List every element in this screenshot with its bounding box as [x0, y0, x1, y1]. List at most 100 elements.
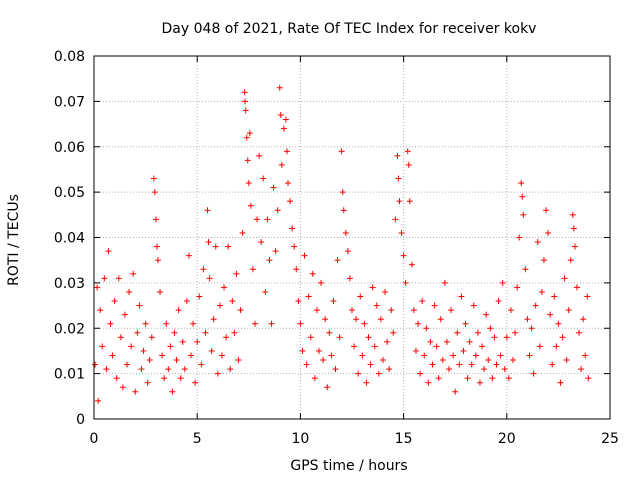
data-point: [132, 388, 139, 395]
data-point: [518, 180, 525, 187]
data-point: [332, 366, 339, 373]
y-tick-label: 0.02: [54, 321, 85, 337]
data-point: [225, 243, 232, 250]
data-point: [417, 370, 424, 377]
data-point: [421, 352, 428, 359]
data-point: [569, 211, 576, 218]
data-point: [202, 329, 209, 336]
data-point: [388, 307, 395, 314]
data-point: [530, 370, 537, 377]
y-tick-label: 0.08: [54, 49, 85, 65]
data-point: [499, 279, 506, 286]
data-point: [231, 329, 238, 336]
data-point: [460, 347, 467, 354]
data-point: [237, 307, 244, 314]
data-point: [514, 284, 521, 291]
data-point: [295, 298, 302, 305]
data-point: [278, 161, 285, 168]
data-point: [154, 257, 161, 264]
data-points: [92, 84, 592, 404]
data-point: [384, 338, 391, 345]
data-point: [536, 343, 543, 350]
data-point: [429, 361, 436, 368]
data-point: [150, 175, 157, 182]
data-point: [262, 288, 269, 295]
data-point: [441, 279, 448, 286]
data-point: [519, 193, 526, 200]
data-point: [177, 375, 184, 382]
data-point: [462, 320, 469, 327]
data-point: [179, 338, 186, 345]
data-point: [576, 329, 583, 336]
data-point: [512, 329, 519, 336]
data-point: [107, 320, 114, 327]
data-point: [509, 357, 516, 364]
data-point: [437, 316, 444, 323]
data-point: [289, 225, 296, 232]
data-point: [491, 334, 498, 341]
data-point: [559, 334, 566, 341]
data-point: [361, 320, 368, 327]
data-point: [205, 239, 212, 246]
data-point: [324, 384, 331, 391]
data-point: [301, 252, 308, 259]
data-point: [101, 275, 108, 282]
data-point: [349, 307, 355, 314]
data-point: [130, 270, 137, 277]
data-point: [291, 243, 298, 250]
data-point: [244, 157, 251, 164]
data-point: [555, 320, 562, 327]
data-point: [532, 302, 539, 309]
data-point: [297, 320, 304, 327]
data-point: [109, 352, 116, 359]
data-point: [346, 275, 353, 282]
data-point: [229, 298, 236, 305]
data-point: [326, 329, 333, 336]
data-point: [375, 370, 382, 377]
data-point: [386, 366, 393, 373]
data-point: [505, 375, 512, 382]
data-point: [516, 234, 523, 241]
data-point: [450, 352, 457, 359]
data-point: [239, 229, 246, 236]
data-point: [448, 307, 455, 314]
y-tick-label: 0.01: [54, 367, 85, 383]
data-point: [522, 266, 529, 273]
data-point: [545, 229, 552, 236]
data-point: [359, 352, 366, 359]
data-point: [561, 275, 568, 282]
data-point: [117, 334, 124, 341]
data-point: [142, 320, 149, 327]
data-point: [419, 298, 426, 305]
data-point: [458, 293, 465, 300]
data-point: [233, 270, 240, 277]
data-point: [146, 357, 153, 364]
data-point: [584, 293, 591, 300]
data-point: [402, 279, 409, 286]
data-point: [148, 334, 155, 341]
data-point: [124, 361, 131, 368]
data-point: [443, 338, 450, 345]
data-point: [466, 338, 473, 345]
data-point: [578, 366, 585, 373]
data-point: [353, 316, 360, 323]
data-point: [161, 375, 168, 382]
data-point: [218, 352, 225, 359]
data-point: [377, 316, 384, 323]
data-point: [394, 152, 401, 159]
data-point: [563, 357, 570, 364]
data-point: [99, 343, 106, 350]
x-tick-label: 15: [395, 431, 413, 447]
data-point: [571, 243, 578, 250]
data-point: [280, 125, 287, 132]
data-point: [251, 320, 258, 327]
data-point: [126, 288, 133, 295]
data-point: [351, 343, 358, 350]
data-point: [111, 298, 118, 305]
data-point: [258, 239, 265, 246]
data-point: [140, 347, 147, 354]
data-point: [334, 257, 341, 264]
data-point: [371, 343, 378, 350]
data-point: [151, 189, 158, 196]
